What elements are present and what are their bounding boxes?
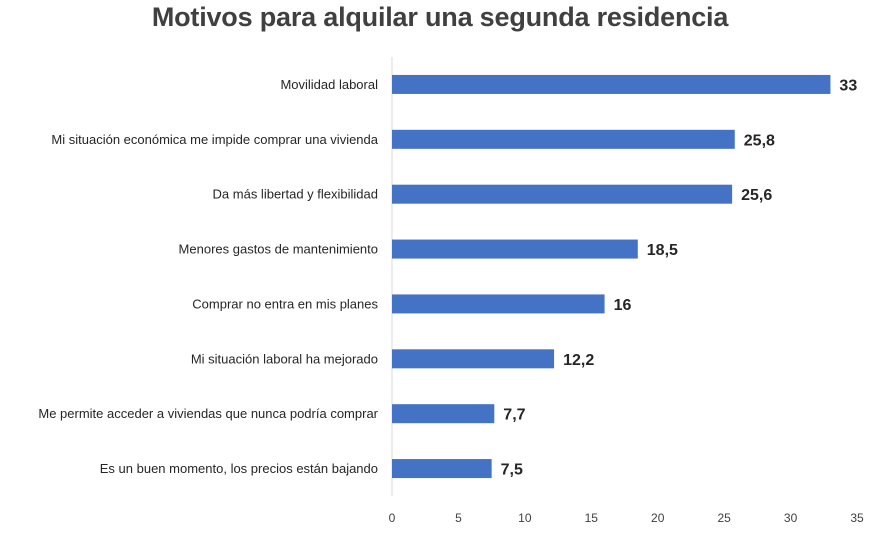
category-labels: Movilidad laboral Mi situación económica … xyxy=(38,77,378,476)
x-tick-label: 35 xyxy=(850,511,864,525)
category-label: Me permite acceder a viviendas que nunca… xyxy=(38,406,378,421)
x-tick-label: 0 xyxy=(389,511,396,525)
category-label: Movilidad laboral xyxy=(280,77,378,92)
x-tick-label: 25 xyxy=(717,511,731,525)
data-label: 16 xyxy=(614,297,632,314)
bar xyxy=(392,239,638,259)
category-label: Mi situación laboral ha mejorado xyxy=(191,351,378,366)
data-label: 33 xyxy=(839,77,857,94)
bar xyxy=(392,184,733,204)
value-labels: 33 25,8 25,6 18,5 16 12,2 7,7 7,5 xyxy=(501,77,858,478)
x-axis-ticks: 0 5 10 15 20 25 30 35 xyxy=(389,511,864,525)
x-tick-label: 30 xyxy=(784,511,798,525)
data-label: 25,8 xyxy=(744,132,775,149)
data-label: 18,5 xyxy=(647,242,678,259)
chart-title: Motivos para alquilar una segunda reside… xyxy=(151,2,729,32)
data-label: 7,7 xyxy=(503,407,525,424)
x-tick-label: 5 xyxy=(455,511,462,525)
bar xyxy=(392,404,495,424)
data-label: 25,6 xyxy=(741,187,772,204)
category-label: Es un buen momento, los precios están ba… xyxy=(100,461,378,476)
bars-layer xyxy=(392,74,831,479)
x-tick-label: 20 xyxy=(651,511,665,525)
category-label: Da más libertad y flexibilidad xyxy=(213,187,378,202)
bar xyxy=(392,74,831,94)
bar xyxy=(392,349,555,369)
category-label: Menores gastos de mantenimiento xyxy=(179,242,378,257)
bar xyxy=(392,459,492,479)
data-label: 12,2 xyxy=(563,352,594,369)
category-label: Comprar no entra en mis planes xyxy=(192,296,378,311)
category-label: Mi situación económica me impide comprar… xyxy=(51,132,378,147)
x-tick-label: 15 xyxy=(585,511,599,525)
data-label: 7,5 xyxy=(501,462,523,479)
bar xyxy=(392,294,605,314)
bar xyxy=(392,129,735,149)
x-tick-label: 10 xyxy=(518,511,532,525)
